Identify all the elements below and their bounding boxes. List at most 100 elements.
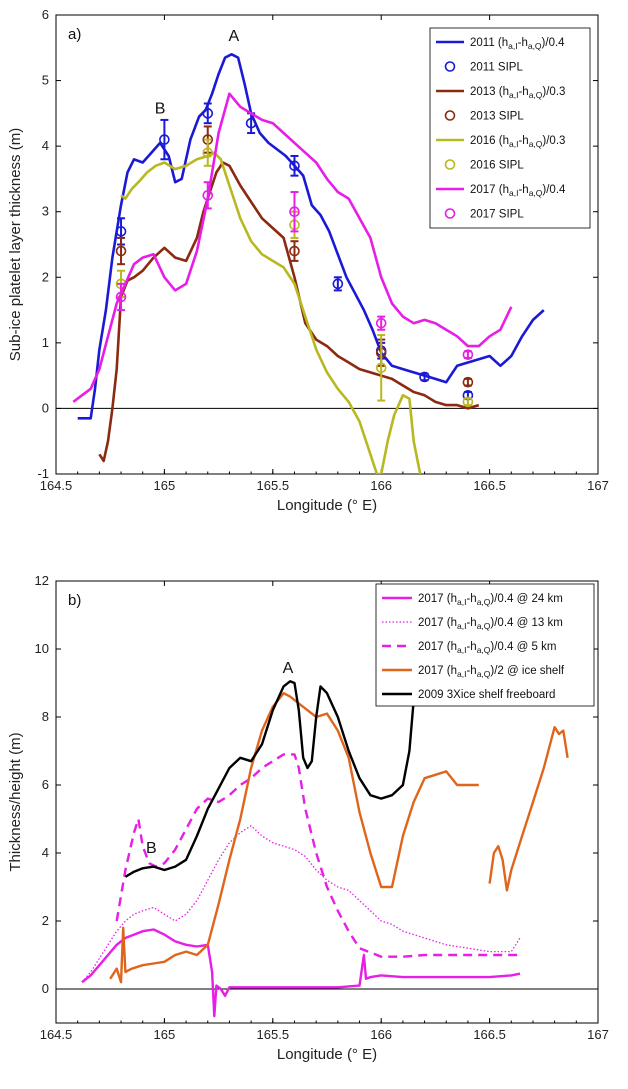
y-tick-label: 1: [42, 335, 49, 350]
legend-text-part: -h: [518, 86, 528, 98]
legend-text-part: -h: [518, 135, 528, 147]
series-line: [72, 92, 513, 403]
x-tick-label: 166.5: [473, 1027, 506, 1042]
peak-annotation: B: [146, 840, 157, 857]
legend-text-part: -h: [466, 641, 476, 653]
x-tick-label: 165.5: [257, 1027, 290, 1042]
legend-text-part: a,Q: [477, 597, 491, 607]
y-axis-label: Thickness/height (m): [7, 732, 24, 871]
x-tick-label: 166.5: [473, 478, 506, 493]
y-tick-label: 6: [42, 7, 49, 22]
x-tick-label: 166: [370, 1027, 392, 1042]
legend-text-part: a,Q: [477, 621, 491, 631]
legend-text-part: a,I: [509, 139, 518, 149]
data-point: [462, 376, 474, 388]
legend-text-part: a,Q: [528, 41, 542, 51]
legend-label: 2017 (ha,I-ha,Q)/0.4 @ 24 km: [418, 593, 563, 607]
peak-annotation: A: [228, 28, 239, 45]
legend-text-part: -h: [518, 37, 528, 49]
legend-text-part: )/2 @ ice shelf: [490, 665, 564, 677]
y-tick-label: 4: [42, 138, 49, 153]
legend-box: [375, 583, 595, 707]
x-tick-label: 165: [154, 478, 176, 493]
data-point: [115, 226, 127, 237]
legend-text-part: )/0.3: [542, 135, 565, 147]
legend-label: 2017 SIPL: [470, 209, 524, 221]
y-tick-label: -1: [37, 466, 49, 481]
peak-annotation: B: [155, 100, 166, 117]
x-axis-label: Longitude (° E): [277, 497, 377, 514]
series-line: [109, 692, 479, 984]
legend-text-part: -h: [466, 665, 476, 677]
y-tick-label: 5: [42, 73, 49, 88]
legend-text-part: a,I: [509, 90, 518, 100]
y-tick-label: 8: [42, 709, 49, 724]
legend-text-part: a,I: [457, 669, 466, 679]
y-tick-label: 2: [42, 269, 49, 284]
legend-text-part: 2017 (h: [470, 184, 509, 196]
legend-text-part: a,Q: [477, 669, 491, 679]
legend-text-part: a,I: [509, 188, 518, 198]
legend-text-part: a,I: [457, 645, 466, 655]
panel-label: b): [68, 592, 81, 609]
data-point: [289, 160, 300, 172]
series-line: [77, 52, 545, 420]
plot-area: [72, 52, 545, 474]
series-line: [120, 151, 422, 474]
series-line-segment: [488, 726, 569, 892]
legend-marker: [444, 110, 456, 121]
x-tick-label: 165.5: [257, 478, 290, 493]
legend-text-part: )/0.4: [542, 184, 566, 196]
data-point: [332, 278, 344, 290]
data-point: [375, 362, 387, 374]
legend-text-part: -h: [518, 184, 528, 196]
legend-text-part: -h: [466, 593, 476, 605]
x-tick-label: 164.5: [40, 478, 73, 493]
legend-text-part: )/0.4 @ 24 km: [490, 593, 562, 605]
legend-marker: [444, 61, 456, 72]
legend-marker: [444, 208, 456, 219]
legend-label: 2013 SIPL: [470, 111, 524, 123]
panel-label: a): [68, 26, 81, 43]
legend-text-part: )/0.4 @ 13 km: [490, 617, 562, 629]
x-tick-label: 167: [587, 1027, 609, 1042]
legend-text-part: 2017 (h: [418, 665, 457, 677]
y-tick-label: 3: [42, 204, 49, 219]
x-tick-label: 165: [154, 1027, 176, 1042]
legend-text-part: a,I: [457, 597, 466, 607]
legend-label: 2011 SIPL: [470, 62, 523, 74]
y-tick-label: 10: [35, 641, 49, 656]
legend-label: 2017 (ha,I-ha,Q)/0.4 @ 5 km: [418, 641, 556, 655]
x-tick-label: 166: [370, 478, 392, 493]
y-tick-label: 4: [42, 845, 49, 860]
x-axis-label: Longitude (° E): [277, 1046, 377, 1063]
peak-annotation: A: [283, 660, 294, 677]
legend-label: 2017 (ha,I-ha,Q)/0.4 @ 13 km: [418, 617, 563, 631]
legend-text-part: 2009 3Xice shelf freeboard: [418, 689, 555, 701]
legend-label: 2011 (ha,I-ha,Q)/0.4: [470, 37, 565, 51]
data-point: [159, 134, 170, 145]
legend-text-part: a,Q: [477, 645, 491, 655]
legend-marker: [444, 159, 456, 170]
y-axis-label: Sub-ice platelet layer thickness (m): [7, 128, 24, 361]
legend-text-part: 2016 (h: [470, 135, 509, 147]
panel-b-chart: 164.5 165 165.5 166 166.5 167 0 2 4 6 8 10 12 Longitu…: [7, 573, 609, 1063]
data-point: [289, 245, 300, 257]
x-tick-label: 167: [587, 478, 609, 493]
data-point: [419, 371, 430, 383]
legend-text-part: 2011 (h: [470, 37, 508, 49]
data-point: [202, 147, 214, 158]
y-tick-label: 2: [42, 913, 49, 928]
legend-text-part: 2013 (h: [470, 86, 509, 98]
legend-text-part: 2017 (h: [418, 593, 457, 605]
legend-text-part: 2017 (h: [418, 617, 457, 629]
y-tick-label: 0: [42, 981, 49, 996]
plot-area: [81, 680, 569, 1018]
legend-label: 2017 (ha,I-ha,Q)/2 @ ice shelf: [418, 665, 565, 679]
series-line: [81, 928, 521, 1018]
series-line: [124, 680, 415, 878]
panel-a-chart: 164.5 165 165.5 166 166.5 167 -1 0 1 2 3 4 5 6 Longitu…: [7, 7, 609, 514]
